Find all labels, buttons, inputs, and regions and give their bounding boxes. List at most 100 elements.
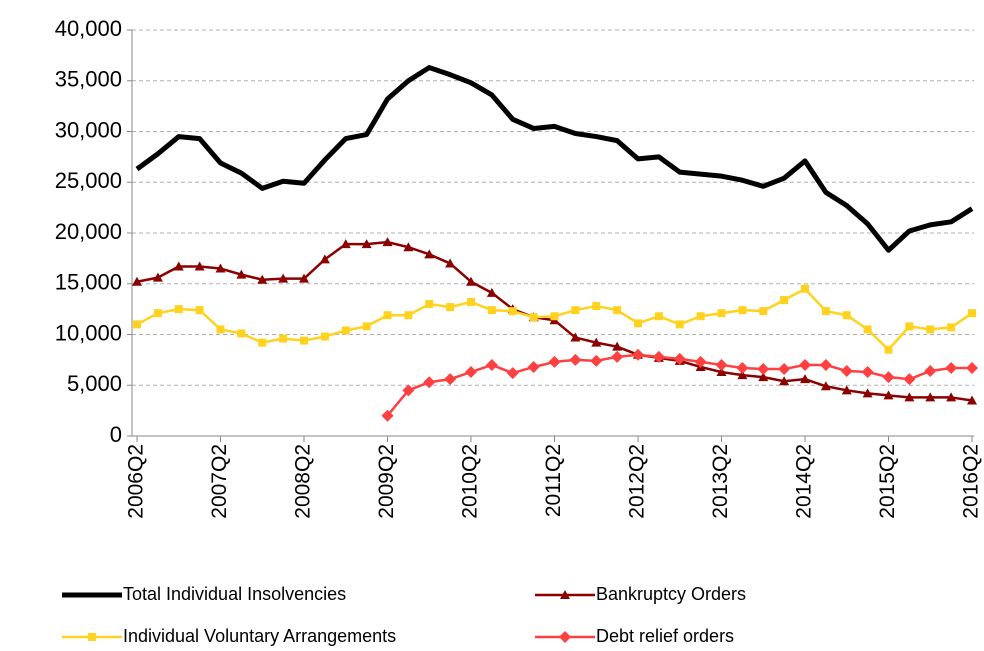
- marker: [195, 306, 204, 315]
- marker: [800, 374, 810, 384]
- marker: [529, 313, 538, 322]
- marker: [673, 352, 686, 365]
- x-tick-label: 2012Q2: [626, 444, 649, 519]
- marker: [236, 269, 247, 279]
- y-tick-label: 0: [110, 422, 122, 447]
- legend-item: Debt relief orders: [535, 626, 734, 646]
- marker: [884, 345, 893, 354]
- legend-item: Individual Voluntary Arrangements: [62, 626, 396, 646]
- y-tick-label: 40,000: [55, 16, 122, 41]
- marker: [383, 311, 392, 320]
- x-tick-label: 2016Q2: [960, 444, 983, 519]
- marker: [340, 239, 351, 249]
- y-tick-label: 20,000: [55, 219, 122, 244]
- marker: [840, 365, 853, 378]
- marker: [590, 354, 603, 367]
- marker: [926, 325, 935, 334]
- marker: [560, 590, 570, 599]
- marker: [466, 276, 476, 286]
- marker: [361, 239, 372, 249]
- marker: [485, 358, 498, 371]
- y-tick-label: 35,000: [55, 67, 122, 92]
- marker: [559, 631, 571, 643]
- series-line: [135, 65, 974, 253]
- marker: [153, 309, 162, 318]
- marker: [279, 334, 288, 343]
- marker: [946, 392, 957, 402]
- marker: [757, 363, 770, 376]
- marker: [174, 305, 183, 314]
- marker: [947, 323, 956, 332]
- marker: [736, 361, 749, 374]
- marker: [194, 261, 205, 271]
- legend-item: Total Individual Insolvencies: [62, 584, 346, 604]
- marker: [278, 273, 289, 283]
- marker: [694, 355, 707, 368]
- marker: [341, 326, 350, 335]
- marker: [570, 332, 581, 342]
- marker: [382, 237, 393, 247]
- marker: [402, 384, 415, 397]
- marker: [717, 309, 726, 318]
- marker: [571, 306, 580, 315]
- legend-label: Total Individual Insolvencies: [123, 584, 346, 604]
- marker: [863, 325, 872, 334]
- marker: [508, 307, 517, 316]
- marker: [882, 371, 895, 384]
- marker: [611, 350, 624, 363]
- marker: [319, 254, 330, 264]
- marker: [486, 287, 497, 297]
- y-tick-label: 5,000: [67, 371, 122, 396]
- y-tick-label: 30,000: [55, 117, 122, 142]
- marker: [425, 300, 434, 309]
- marker: [152, 272, 163, 282]
- marker: [821, 307, 830, 316]
- marker: [903, 373, 916, 386]
- x-tick-label: 2006Q2: [125, 444, 148, 519]
- marker: [842, 311, 851, 320]
- marker: [465, 366, 477, 379]
- marker: [258, 338, 267, 347]
- marker: [569, 353, 582, 366]
- marker: [780, 295, 789, 304]
- marker: [423, 376, 436, 389]
- marker: [362, 322, 371, 331]
- marker: [801, 284, 809, 293]
- y-tick-label: 10,000: [55, 320, 122, 345]
- marker: [883, 390, 894, 400]
- marker: [652, 350, 665, 363]
- marker: [446, 303, 455, 312]
- marker: [320, 332, 329, 341]
- marker: [799, 358, 811, 371]
- marker: [841, 385, 852, 395]
- marker: [506, 367, 519, 380]
- marker: [925, 392, 936, 402]
- marker: [738, 306, 747, 315]
- marker: [487, 306, 496, 315]
- series: [132, 237, 977, 405]
- marker: [591, 337, 602, 347]
- marker: [696, 312, 705, 321]
- x-tick-label: 2011Q2: [542, 444, 565, 517]
- marker: [300, 336, 308, 345]
- marker: [216, 325, 225, 334]
- marker: [613, 306, 622, 315]
- marker: [404, 311, 413, 320]
- marker: [257, 274, 268, 284]
- x-tick-label: 2014Q2: [793, 444, 816, 519]
- series: [135, 65, 974, 253]
- x-tick-label: 2008Q2: [292, 444, 315, 519]
- marker: [550, 312, 559, 321]
- marker: [968, 309, 976, 318]
- y-tick-label: 25,000: [55, 168, 122, 193]
- marker: [904, 392, 915, 402]
- marker: [612, 341, 623, 351]
- marker: [634, 319, 642, 328]
- marker: [299, 273, 309, 283]
- x-tick-label: 2010Q2: [459, 444, 482, 519]
- series: [381, 348, 978, 422]
- marker: [654, 312, 663, 321]
- marker: [675, 320, 684, 329]
- marker: [445, 258, 456, 268]
